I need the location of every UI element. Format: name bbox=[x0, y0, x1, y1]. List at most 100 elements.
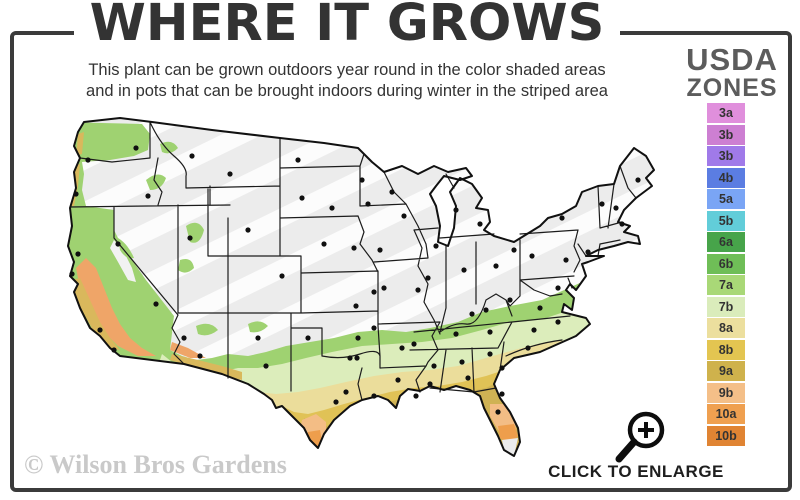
city-dot bbox=[453, 331, 459, 337]
city-dot bbox=[585, 249, 591, 255]
city-dot bbox=[181, 335, 187, 341]
usa-map-svg bbox=[67, 117, 655, 457]
city-dot bbox=[599, 201, 605, 207]
city-dot bbox=[433, 243, 439, 249]
city-dot bbox=[389, 189, 395, 195]
title-wrap: WHERE IT GROWS bbox=[0, 0, 694, 51]
zone-chip-7a-8: 7a bbox=[707, 275, 745, 295]
zone-chip-8a-10: 8a bbox=[707, 318, 745, 338]
page-title: WHERE IT GROWS bbox=[73, 0, 621, 51]
city-dot bbox=[487, 351, 493, 357]
zone-chip-10a-14: 10a bbox=[707, 404, 745, 424]
city-dot bbox=[351, 245, 357, 251]
zone-chip-3a-0: 3a bbox=[707, 103, 745, 123]
zone-chip-6b-7: 6b bbox=[707, 253, 745, 274]
city-dot bbox=[359, 177, 365, 183]
city-dot bbox=[413, 393, 419, 399]
city-dot bbox=[399, 345, 405, 351]
city-dot bbox=[401, 213, 407, 219]
subtitle-line-2: and in pots that can be brought indoors … bbox=[86, 81, 608, 100]
city-dot bbox=[427, 381, 433, 387]
city-dot bbox=[495, 409, 501, 415]
zone-chip-9b-13: 9b bbox=[707, 382, 745, 403]
city-dot bbox=[469, 311, 475, 317]
city-dot bbox=[507, 297, 513, 303]
usa-zone-map bbox=[62, 110, 668, 467]
city-dot bbox=[499, 391, 505, 397]
arizona-border-gold bbox=[170, 354, 242, 380]
zone-chip-9a-12: 9a bbox=[707, 361, 745, 381]
city-dot bbox=[305, 335, 311, 341]
city-dot bbox=[355, 335, 361, 341]
city-dot bbox=[499, 365, 505, 371]
washington-coast-gold bbox=[76, 132, 84, 156]
city-dot bbox=[347, 355, 353, 361]
city-dot bbox=[483, 307, 489, 313]
city-dot bbox=[371, 393, 377, 399]
city-dot bbox=[353, 303, 359, 309]
city-dot bbox=[537, 305, 543, 311]
city-dot bbox=[133, 145, 139, 151]
zone-chip-7b-9: 7b bbox=[707, 296, 745, 317]
city-dot bbox=[371, 325, 377, 331]
city-dot bbox=[111, 347, 117, 353]
city-dot bbox=[145, 193, 151, 199]
city-dot bbox=[461, 267, 467, 273]
city-dot bbox=[493, 263, 499, 269]
subtitle-line-1: This plant can be grown outdoors year ro… bbox=[88, 61, 606, 79]
click-to-enlarge-label[interactable]: CLICK TO ENLARGE bbox=[548, 462, 724, 481]
city-dot bbox=[531, 327, 537, 333]
city-dot bbox=[187, 235, 193, 241]
city-dot bbox=[97, 327, 103, 333]
city-dot bbox=[365, 201, 371, 207]
city-dot bbox=[354, 355, 360, 361]
city-dot bbox=[371, 289, 377, 295]
city-dot bbox=[431, 363, 437, 369]
highland-green-patches bbox=[118, 141, 268, 336]
city-dot bbox=[189, 153, 195, 159]
city-dot bbox=[153, 301, 159, 307]
city-dot bbox=[329, 205, 335, 211]
zone-chip-8b-11: 8b bbox=[707, 339, 745, 360]
city-dot bbox=[425, 275, 431, 281]
city-dot bbox=[115, 241, 121, 247]
map-fill-layers bbox=[68, 118, 654, 456]
city-dot bbox=[555, 285, 561, 291]
city-dots bbox=[69, 145, 641, 415]
usa-outline bbox=[67, 117, 655, 457]
city-dot bbox=[73, 191, 79, 197]
city-dot bbox=[619, 221, 625, 227]
city-dot bbox=[197, 353, 203, 359]
zone-chip-6a-6: 6a bbox=[707, 232, 745, 252]
legend-title: USDA ZONES bbox=[676, 44, 788, 101]
zone-chip-10b-15: 10b bbox=[707, 425, 745, 446]
city-dot bbox=[635, 177, 641, 183]
city-dot bbox=[487, 329, 493, 335]
city-dot bbox=[559, 215, 565, 221]
california-coast-gold bbox=[72, 278, 120, 350]
city-dot bbox=[381, 285, 387, 291]
watermark-copyright: © Wilson Bros Gardens bbox=[24, 450, 287, 479]
city-dot bbox=[415, 287, 421, 293]
subtitle: This plant can be grown outdoors year ro… bbox=[40, 60, 654, 101]
city-dot bbox=[453, 207, 459, 213]
zone-chip-3b-1: 3b bbox=[707, 124, 745, 145]
city-dot bbox=[75, 251, 81, 257]
city-dot bbox=[343, 389, 349, 395]
magnifier-zoom-icon[interactable] bbox=[606, 406, 676, 468]
sierra-white-patch bbox=[110, 240, 136, 282]
city-dot bbox=[411, 341, 417, 347]
city-dot bbox=[511, 247, 517, 253]
city-dot bbox=[555, 319, 561, 325]
legend-title-usda: USDA bbox=[686, 42, 778, 77]
zone-chip-5b-5: 5b bbox=[707, 210, 745, 231]
city-dot bbox=[69, 271, 75, 277]
city-dot bbox=[563, 257, 569, 263]
city-dot bbox=[279, 273, 285, 279]
city-dot bbox=[477, 221, 483, 227]
city-dot bbox=[377, 247, 383, 253]
usda-zone-legend: 3a 3b 3b 4b 5a 5b 6a 6b 7a 7b 8a 8b 9a 9b 10a 10b bbox=[707, 103, 745, 447]
south-florida-gray-tip bbox=[502, 438, 518, 456]
city-dot bbox=[529, 253, 535, 259]
